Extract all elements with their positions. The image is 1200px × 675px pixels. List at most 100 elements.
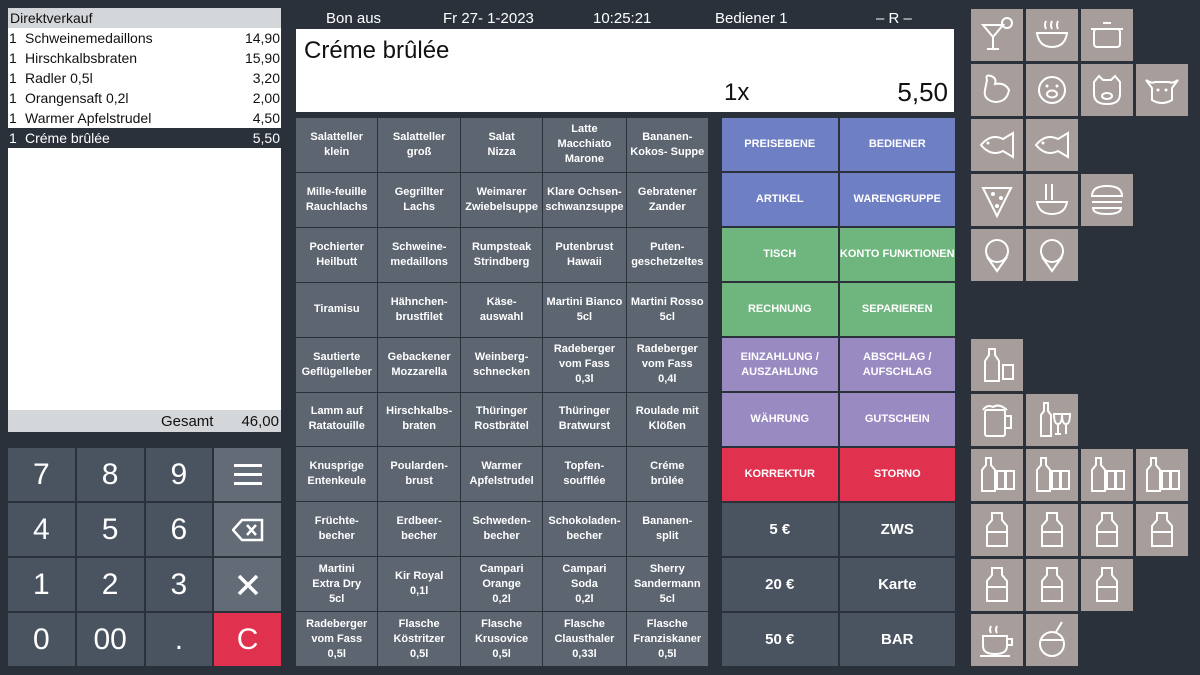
function-button[interactable]: 20 € (722, 558, 838, 611)
product-button[interactable]: Früchte- becher (296, 502, 378, 557)
bottle-icon[interactable] (971, 559, 1023, 611)
bottle-icon[interactable] (1081, 559, 1133, 611)
product-button[interactable]: Lamm auf Ratatouille (296, 392, 378, 447)
ice-cream-icon[interactable] (971, 229, 1023, 281)
function-button[interactable]: BAR (839, 613, 955, 666)
product-button[interactable]: Flasche Köstritzer 0,5l (378, 612, 460, 666)
pasta-icon[interactable] (1026, 174, 1078, 226)
pizza-icon[interactable] (971, 174, 1023, 226)
product-button[interactable]: Flasche Clausthaler 0,33l (543, 612, 626, 666)
fish-icon[interactable] (1026, 119, 1078, 171)
bottle-glasses-icon[interactable] (1136, 449, 1188, 501)
product-button[interactable]: Käse- auswahl (460, 282, 543, 337)
receipt-row[interactable]: 1 Schweinemedaillons 14,90 (8, 28, 281, 48)
menu-icon[interactable] (214, 448, 281, 501)
beer-mug-icon[interactable] (971, 394, 1023, 446)
key-8[interactable]: 8 (76, 448, 144, 501)
product-button[interactable]: Gebackener Mozzarella (378, 337, 460, 392)
product-button[interactable]: Topfen- soufflée (543, 447, 626, 502)
function-button[interactable]: WARENGRUPPE (839, 173, 955, 226)
product-button[interactable]: Radeberger vom Fass 0,4l (626, 337, 708, 392)
product-button[interactable]: Flasche Franziskaner 0,5l (626, 612, 708, 666)
product-button[interactable]: Schokoladen- becher (543, 502, 626, 557)
product-button[interactable]: Thüringer Bratwurst (543, 392, 626, 447)
coffee-cup-icon[interactable] (971, 614, 1023, 666)
bottle-icon[interactable] (1026, 559, 1078, 611)
function-button[interactable]: ZWS (839, 503, 955, 556)
function-button[interactable]: EINZAHLUNG / AUSZAHLUNG (722, 338, 838, 391)
product-button[interactable]: Warmer Apfelstrudel (460, 447, 543, 502)
bottle-glasses-icon[interactable] (971, 449, 1023, 501)
product-button[interactable]: Sautierte Geflügelleber (296, 337, 378, 392)
bottle-icon[interactable] (1136, 504, 1188, 556)
cow-icon[interactable] (1136, 64, 1188, 116)
product-button[interactable]: Erdbeer- becher (378, 502, 460, 557)
function-button[interactable]: ABSCHLAG / AUFSCHLAG (839, 338, 955, 391)
key-9[interactable]: 9 (145, 448, 213, 501)
receipt-row[interactable]: 1 Warmer Apfelstrudel 4,50 (8, 108, 281, 128)
product-button[interactable]: Martini Extra Dry 5cl (296, 557, 378, 612)
chicken-icon[interactable] (971, 64, 1023, 116)
product-button[interactable]: Flasche Krusovice 0,5l (460, 612, 543, 666)
product-button[interactable]: Mille-feuille Rauchlachs (296, 172, 378, 227)
pig-icon[interactable] (1026, 64, 1078, 116)
receipt-row[interactable]: 1 Orangensaft 0,2l 2,00 (8, 88, 281, 108)
backspace-icon[interactable] (214, 503, 281, 556)
product-button[interactable]: Weinberg- schnecken (460, 337, 543, 392)
product-button[interactable]: Knusprige Entenkeule (296, 447, 378, 502)
product-button[interactable]: Martini Bianco 5cl (543, 282, 626, 337)
key-2[interactable]: 2 (76, 558, 144, 611)
key-00[interactable]: 00 (76, 613, 144, 666)
function-button[interactable]: 50 € (722, 613, 838, 666)
cocktail-shrimp-icon[interactable] (971, 9, 1023, 61)
bottle-glass-icon[interactable] (971, 339, 1023, 391)
function-button[interactable]: SEPARIEREN (839, 283, 955, 336)
product-button[interactable]: Schweden- becher (460, 502, 543, 557)
receipt-row[interactable]: 1 Hirschkalbsbraten 15,90 (8, 48, 281, 68)
boar-icon[interactable] (1081, 64, 1133, 116)
product-button[interactable]: Hähnchen- brustfilet (378, 282, 460, 337)
cooking-pot-icon[interactable] (1081, 9, 1133, 61)
key-6[interactable]: 6 (145, 503, 213, 556)
product-button[interactable]: Hirschkalbs- braten (378, 392, 460, 447)
ice-cream-icon[interactable] (1026, 229, 1078, 281)
product-button[interactable]: Weimarer Zwiebelsuppe (460, 172, 543, 227)
product-button[interactable]: Tiramisu (296, 282, 378, 337)
function-button[interactable]: TISCH (722, 228, 838, 281)
product-button[interactable]: Campari Soda 0,2l (543, 557, 626, 612)
soup-bowl-icon[interactable] (1026, 9, 1078, 61)
product-button[interactable]: Kir Royal 0,1l (378, 557, 460, 612)
product-button[interactable]: Martini Rosso 5cl (626, 282, 708, 337)
product-button[interactable]: Latte Macchiato Marone (543, 118, 626, 172)
product-button[interactable]: Salatteller groß (378, 118, 460, 172)
key-3[interactable]: 3 (145, 558, 213, 611)
key-0[interactable]: 0 (8, 613, 75, 666)
product-button[interactable]: Gegrillter Lachs (378, 172, 460, 227)
product-button[interactable]: Campari Orange 0,2l (460, 557, 543, 612)
key-clear[interactable]: C (214, 613, 281, 666)
bottle-icon[interactable] (971, 504, 1023, 556)
bottle-glasses-icon[interactable] (1081, 449, 1133, 501)
product-button[interactable]: Radeberger vom Fass 0,5l (296, 612, 378, 666)
product-button[interactable]: Putenbrust Hawaii (543, 227, 626, 282)
receipt-row[interactable]: 1 Radler 0,5l 3,20 (8, 68, 281, 88)
product-button[interactable]: Sherry Sandermann 5cl (626, 557, 708, 612)
key-1[interactable]: 1 (8, 558, 75, 611)
coconut-drink-icon[interactable] (1026, 614, 1078, 666)
key-decimal[interactable]: . (145, 613, 213, 666)
key-4[interactable]: 4 (8, 503, 75, 556)
bottle-icon[interactable] (1026, 504, 1078, 556)
function-button[interactable]: RECHNUNG (722, 283, 838, 336)
product-button[interactable]: Bananen- Kokos- Suppe (626, 118, 708, 172)
wine-bottle-glasses-icon[interactable] (1026, 394, 1078, 446)
receipt-row[interactable]: 1 Créme brûlée 5,50 (8, 128, 281, 148)
function-button[interactable]: BEDIENER (839, 118, 955, 171)
function-button[interactable]: KORREKTUR (722, 448, 838, 501)
product-button[interactable]: Bananen- split (626, 502, 708, 557)
function-button[interactable]: KONTO FUNKTIONEN (839, 228, 955, 281)
product-button[interactable]: Thüringer Rostbrätel (460, 392, 543, 447)
key-5[interactable]: 5 (76, 503, 144, 556)
fish-icon[interactable] (971, 119, 1023, 171)
product-button[interactable]: Pochierter Heilbutt (296, 227, 378, 282)
function-button[interactable]: 5 € (722, 503, 838, 556)
